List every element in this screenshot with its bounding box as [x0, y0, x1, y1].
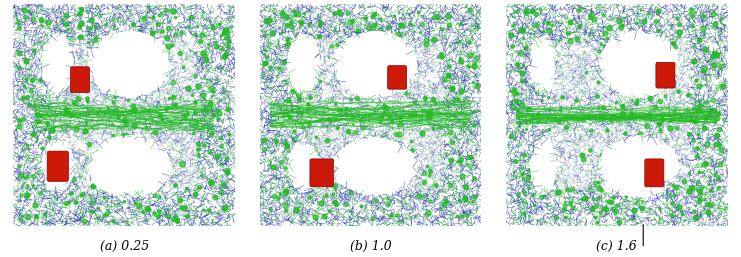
Ellipse shape [530, 33, 556, 95]
Text: (c) 1.6: (c) 1.6 [597, 240, 637, 252]
FancyBboxPatch shape [388, 66, 407, 89]
FancyBboxPatch shape [47, 151, 68, 181]
Ellipse shape [41, 139, 75, 194]
Ellipse shape [87, 135, 171, 197]
Text: (b) 1.0: (b) 1.0 [350, 240, 391, 252]
Ellipse shape [288, 33, 321, 95]
Ellipse shape [599, 135, 679, 197]
Ellipse shape [87, 31, 171, 97]
Text: (a) 0.25: (a) 0.25 [100, 240, 149, 252]
Ellipse shape [41, 33, 75, 95]
FancyBboxPatch shape [656, 62, 675, 88]
Ellipse shape [599, 31, 679, 97]
Ellipse shape [288, 140, 319, 193]
Ellipse shape [333, 137, 417, 195]
Ellipse shape [333, 31, 417, 97]
FancyBboxPatch shape [310, 159, 333, 187]
Ellipse shape [530, 137, 556, 195]
FancyBboxPatch shape [70, 67, 90, 93]
FancyBboxPatch shape [645, 159, 664, 187]
